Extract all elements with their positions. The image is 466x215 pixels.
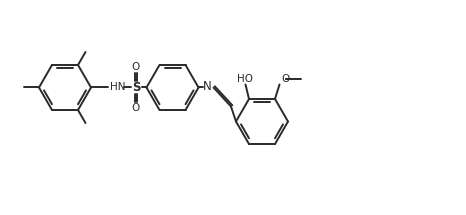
Text: O: O xyxy=(132,61,140,72)
Text: O: O xyxy=(132,103,140,114)
Text: HN: HN xyxy=(110,83,125,92)
Text: N: N xyxy=(203,80,212,94)
Text: HO: HO xyxy=(237,74,253,84)
Text: S: S xyxy=(132,81,140,94)
Text: O: O xyxy=(281,74,289,84)
